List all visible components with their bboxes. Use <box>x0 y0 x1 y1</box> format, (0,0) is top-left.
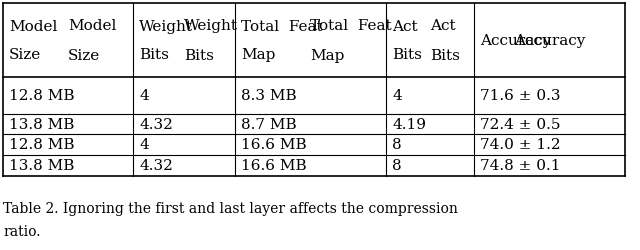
Text: Map: Map <box>310 48 345 62</box>
Text: Total  Feat: Total Feat <box>310 19 392 33</box>
Text: Act: Act <box>392 20 418 34</box>
Text: 8.3 MB: 8.3 MB <box>241 89 296 103</box>
Text: 74.8 ± 0.1: 74.8 ± 0.1 <box>480 159 561 173</box>
Text: 4.32: 4.32 <box>139 118 173 132</box>
Text: 8: 8 <box>392 138 402 152</box>
Text: Accuracy: Accuracy <box>480 34 551 48</box>
Text: 4: 4 <box>139 138 148 152</box>
Text: 12.8 MB: 12.8 MB <box>9 89 74 103</box>
Text: 72.4 ± 0.5: 72.4 ± 0.5 <box>480 118 561 132</box>
Text: Bits: Bits <box>139 48 169 62</box>
Text: Model: Model <box>9 20 58 34</box>
Text: Total  Feat: Total Feat <box>241 20 323 34</box>
Text: ratio.: ratio. <box>3 224 40 238</box>
Text: Act: Act <box>430 19 456 33</box>
Text: 16.6 MB: 16.6 MB <box>241 159 307 173</box>
Text: Size: Size <box>68 48 100 62</box>
Text: Bits: Bits <box>184 48 214 62</box>
Text: 4: 4 <box>392 89 402 103</box>
Text: 13.8 MB: 13.8 MB <box>9 118 74 132</box>
Text: 74.0 ± 1.2: 74.0 ± 1.2 <box>480 138 561 152</box>
Text: 16.6 MB: 16.6 MB <box>241 138 307 152</box>
Text: Size: Size <box>9 48 41 62</box>
Text: Bits: Bits <box>392 48 422 62</box>
Text: Bits: Bits <box>430 48 460 62</box>
Text: Model: Model <box>68 19 116 33</box>
Text: 12.8 MB: 12.8 MB <box>9 138 74 152</box>
Text: 4.19: 4.19 <box>392 118 426 132</box>
Text: Weight: Weight <box>184 19 238 33</box>
Text: Weight: Weight <box>139 20 193 34</box>
Text: 8: 8 <box>392 159 402 173</box>
Text: Accuracy: Accuracy <box>514 34 585 48</box>
Text: 4: 4 <box>139 89 148 103</box>
Text: 4.32: 4.32 <box>139 159 173 173</box>
Text: Map: Map <box>241 48 275 62</box>
Text: 13.8 MB: 13.8 MB <box>9 159 74 173</box>
Text: 71.6 ± 0.3: 71.6 ± 0.3 <box>480 89 561 103</box>
Text: 8.7 MB: 8.7 MB <box>241 118 296 132</box>
Text: Table 2. Ignoring the first and last layer affects the compression: Table 2. Ignoring the first and last lay… <box>3 201 458 215</box>
